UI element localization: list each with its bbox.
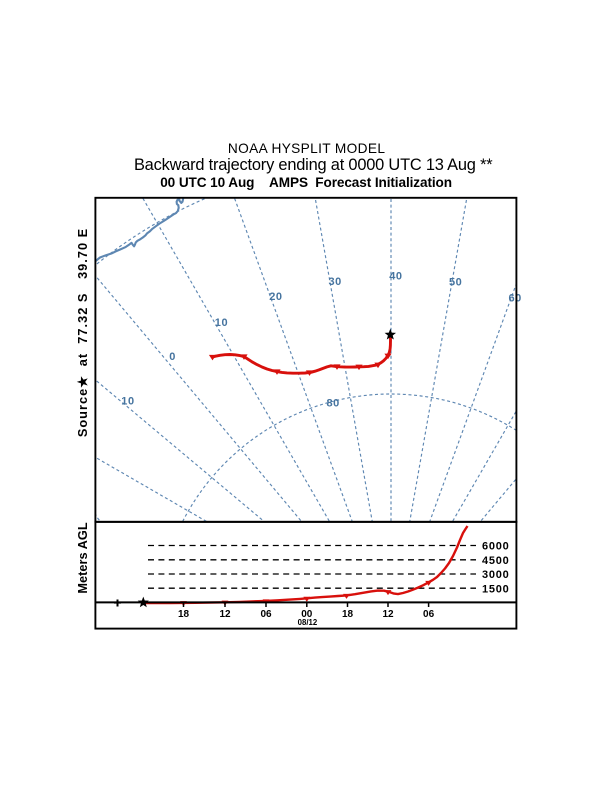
- svg-text:06: 06: [260, 609, 272, 620]
- svg-text:1500: 1500: [482, 583, 509, 595]
- svg-text:06: 06: [423, 609, 435, 620]
- svg-text:80: 80: [327, 398, 340, 410]
- svg-text:Source★ at 77.32 S 39.70 E: Source★ at 77.32 S 39.70 E: [75, 228, 90, 437]
- svg-text:12: 12: [219, 609, 231, 620]
- svg-text:3000: 3000: [482, 569, 509, 581]
- svg-text:00 UTC 10 Aug AMPS Forecas: 00 UTC 10 Aug AMPS Forecast Initializati…: [160, 175, 452, 190]
- svg-text:40: 40: [389, 271, 402, 283]
- svg-text:30: 30: [329, 276, 342, 288]
- svg-text:NOAA HYSPLIT MODEL: NOAA HYSPLIT MODEL: [228, 141, 385, 156]
- svg-text:18: 18: [178, 609, 190, 620]
- svg-text:00: 00: [301, 609, 313, 620]
- svg-text:50: 50: [449, 276, 462, 288]
- svg-text:0: 0: [169, 351, 176, 363]
- svg-text:08/12: 08/12: [298, 618, 318, 627]
- svg-text:10: 10: [121, 395, 134, 407]
- svg-text:10: 10: [215, 317, 228, 329]
- svg-text:60: 60: [509, 292, 522, 304]
- svg-text:18: 18: [342, 609, 354, 620]
- svg-text:Meters AGL: Meters AGL: [75, 522, 90, 594]
- svg-text:12: 12: [382, 609, 394, 620]
- svg-text:Backward trajectory ending at: Backward trajectory ending at 0000 UTC 1…: [134, 156, 493, 174]
- svg-text:6000: 6000: [482, 541, 509, 553]
- svg-text:20: 20: [269, 291, 282, 303]
- svg-text:4500: 4500: [482, 555, 509, 567]
